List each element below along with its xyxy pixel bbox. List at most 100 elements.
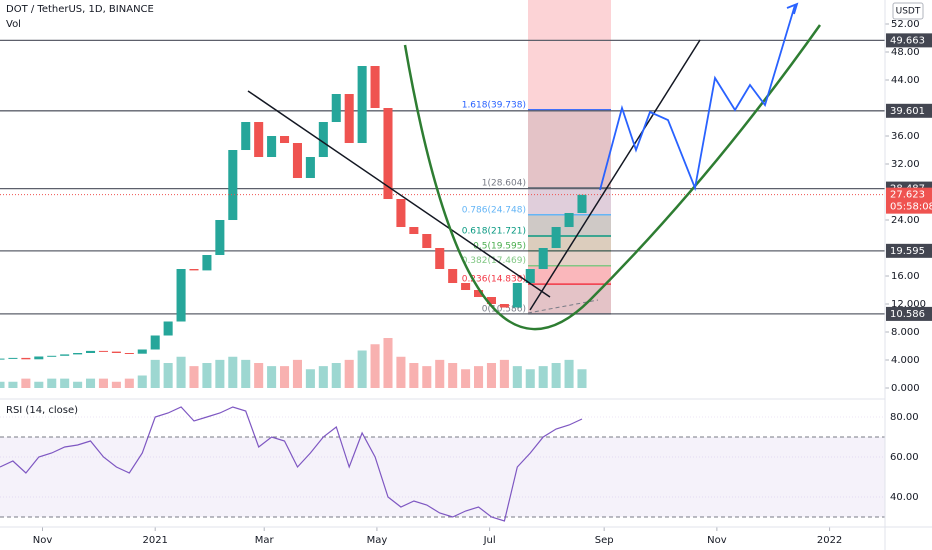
volume-bar [267, 366, 277, 388]
candle [538, 248, 548, 270]
x-tick-label: Mar [255, 535, 275, 546]
candle [409, 227, 419, 235]
candle [176, 269, 186, 322]
candle [435, 248, 445, 270]
level-box [886, 243, 932, 258]
last-price-box [886, 187, 932, 214]
countdown: 05:58:08 [890, 202, 932, 213]
candle [370, 66, 380, 109]
fib-label: 0.236(14.838) [462, 275, 526, 285]
fib-label: 0.786(24.748) [462, 205, 526, 215]
y-tick-label: 16.00 [891, 271, 920, 282]
volume-bar [538, 366, 548, 388]
candle [34, 356, 44, 360]
fib-label: 1(28.604) [482, 178, 526, 188]
candle [292, 143, 302, 179]
candle [241, 122, 251, 151]
volume-bar [331, 363, 341, 388]
fib-label: 0(10.586) [482, 304, 526, 314]
candle [331, 94, 341, 123]
rsi-line [0, 406, 583, 522]
volume-bar [499, 359, 509, 388]
level-label: 39.601 [890, 106, 925, 117]
volume-bar [512, 366, 522, 388]
last-price: 27.623 [890, 190, 925, 201]
candle [474, 290, 484, 298]
candle [499, 304, 509, 308]
rsi-band [0, 437, 885, 517]
x-tick-label: May [367, 535, 388, 546]
rsi-label: RSI (14, close) [6, 405, 78, 416]
candle [280, 136, 290, 144]
fib-label: 1.618(39.738) [462, 100, 526, 110]
level-label: 49.663 [890, 35, 925, 46]
y-tick-label: 24.00 [891, 215, 920, 226]
volume-bar [111, 381, 121, 388]
volume-bar [215, 359, 225, 388]
volume-bar [137, 375, 147, 388]
volume-bar [98, 378, 108, 388]
volume-bar [370, 344, 380, 388]
x-tick-label: 2022 [817, 535, 842, 546]
candle [8, 357, 18, 359]
candle [344, 94, 354, 144]
volume-bar [73, 381, 83, 388]
fib-label: 0.382(17.469) [462, 256, 526, 266]
y-tick-label: 36.00 [891, 131, 920, 142]
currency: USDT [896, 7, 921, 17]
y-tick-label: 32.00 [891, 159, 920, 170]
x-tick-label: Nov [33, 535, 53, 546]
candle [60, 354, 70, 356]
currency-box[interactable] [892, 2, 924, 20]
volume-bar [551, 363, 561, 388]
candle [577, 194, 587, 214]
x-tick-label: 2021 [142, 535, 167, 546]
volume-bar [409, 363, 419, 388]
parabola [403, 24, 822, 331]
candle [21, 357, 31, 360]
volume-bar [474, 366, 484, 388]
volume-bar [280, 366, 290, 388]
volume-bar [525, 369, 535, 388]
level-label: 10.586 [890, 309, 925, 320]
volume-bar [344, 359, 354, 388]
volume-bar [21, 378, 31, 388]
candle [47, 355, 57, 357]
volume-bar [396, 356, 406, 388]
volume-bar [8, 381, 18, 388]
x-tick-label: Sep [595, 535, 614, 546]
candle [163, 321, 173, 336]
candle [73, 353, 83, 355]
y-tick-label: 44.00 [891, 75, 920, 86]
candle [512, 283, 522, 308]
trendline [247, 90, 551, 298]
candle [551, 227, 561, 249]
volume-bar [486, 363, 496, 388]
candle [383, 108, 393, 200]
volume-bar [34, 381, 44, 388]
volume-bar [124, 378, 134, 388]
level-label: 19.595 [890, 246, 925, 257]
projection [599, 4, 796, 192]
y-tick-label: 8.000 [891, 327, 920, 338]
rsi-tick-label: 40.00 [890, 492, 919, 503]
candle [564, 213, 574, 228]
x-tick-label: Nov [707, 535, 727, 546]
volume-bar [241, 359, 251, 388]
candle [318, 122, 328, 158]
fib-band [528, 109, 611, 188]
x-tick-label: Jul [483, 535, 496, 546]
volume-bar [47, 378, 57, 388]
volume-bar [383, 338, 393, 388]
candle [0, 358, 5, 360]
candle [267, 136, 277, 158]
candle [448, 269, 458, 284]
volume-bar [577, 369, 587, 388]
rsi-tick-label: 80.00 [890, 412, 919, 423]
volume-bar [60, 378, 70, 388]
fib-band [528, 250, 611, 266]
candle [202, 255, 212, 271]
fib-band [528, 284, 611, 314]
y-tick-label: 12.000 [891, 299, 926, 310]
